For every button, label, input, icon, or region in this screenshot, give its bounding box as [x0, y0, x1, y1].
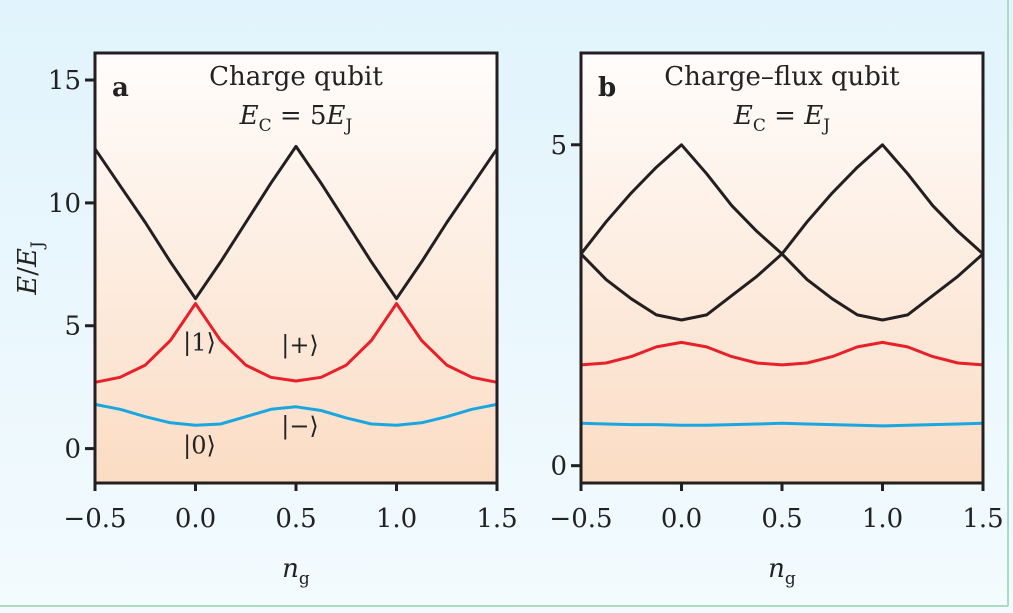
x-tick-label: 0.5 [761, 504, 802, 534]
panel-b-chart: −0.5 0.0 0.5 1.0 1.5 0 5 b Charge–flux qubit E… [549, 51, 1004, 589]
chart-title: Charge qubit [209, 62, 383, 92]
plot-area [95, 53, 497, 483]
chart-subtitle: EC = EJ [733, 101, 830, 136]
state-label: |0⟩ [183, 432, 216, 461]
chart-subtitle: EC = 5EJ [239, 101, 353, 136]
x-tick-label: 1.5 [962, 504, 1003, 534]
panel-label: a [112, 73, 129, 103]
series-group [93, 144, 499, 427]
x-tick-label: 0.0 [175, 504, 216, 534]
series-line-level-1 [580, 340, 984, 367]
state-label: |1⟩ [183, 328, 216, 357]
tick-group: −0.5 0.0 0.5 1.0 1.5 0 5 [549, 131, 1003, 534]
x-tick-label: 1.0 [376, 504, 417, 534]
x-tick-label: −0.5 [549, 504, 612, 534]
state-label: |−⟩ [281, 412, 319, 441]
tick-group: −0.5 0.0 0.5 1.0 1.5 0 5 10 15 [48, 66, 518, 534]
x-axis-label: ng [282, 554, 310, 589]
series-line-level-2 [93, 144, 499, 301]
y-tick-label: 5 [64, 312, 81, 342]
y-tick-label: 5 [550, 131, 567, 161]
y-tick-label: 0 [550, 452, 567, 482]
x-tick-label: −0.5 [63, 504, 126, 534]
series-line-level-2 [579, 252, 984, 322]
series-line-level-0 [94, 402, 498, 427]
panel-a-chart: −0.5 0.0 0.5 1.0 1.5 0 5 10 15 a Charge qubit EC… [13, 51, 518, 589]
x-tick-label: 0.5 [275, 504, 316, 534]
x-tick-label: 1.5 [476, 504, 517, 534]
x-tick-label: 1.0 [862, 504, 903, 534]
y-tick-label: 15 [48, 66, 81, 96]
chart-title: Charge–flux qubit [664, 62, 900, 92]
y-axis-label: E/EJ [13, 241, 48, 296]
series-group [579, 143, 985, 428]
x-tick-label: 0.0 [661, 504, 702, 534]
series-line-level-1 [94, 302, 498, 384]
state-label: |+⟩ [281, 331, 319, 360]
x-axis-label: ng [768, 554, 796, 589]
y-tick-label: 0 [64, 435, 81, 465]
series-line-level-0 [580, 421, 984, 428]
annotation-group: |1⟩ |+⟩ |0⟩ |−⟩ [183, 328, 319, 460]
plot-area [581, 53, 983, 483]
panel-label: b [598, 73, 616, 103]
y-tick-label: 10 [48, 189, 81, 219]
